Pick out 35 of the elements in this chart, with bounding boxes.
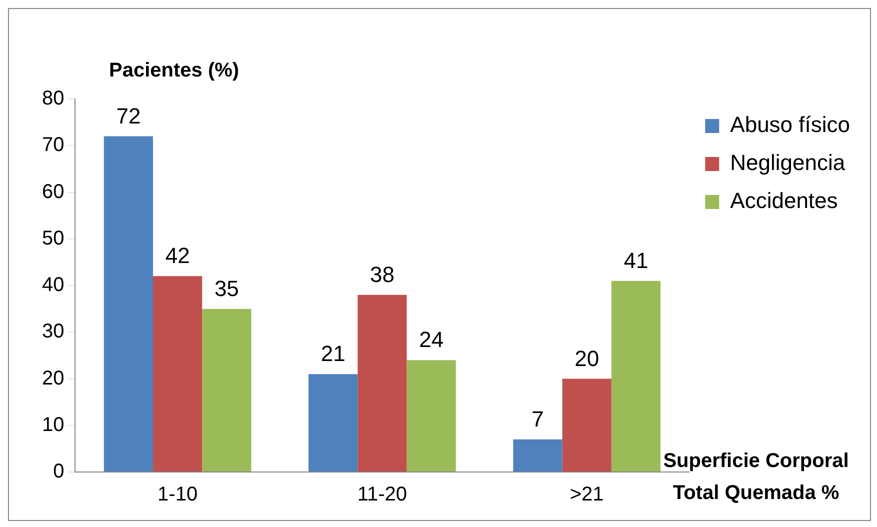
bar: [513, 439, 562, 472]
y-tick-label: 50: [42, 227, 64, 250]
y-tick-label: 70: [42, 134, 64, 156]
data-label: 20: [574, 346, 600, 371]
y-tick-label: 40: [42, 274, 64, 296]
bar: [202, 308, 252, 472]
bar: [611, 280, 661, 472]
y-tick-label: 10: [42, 414, 64, 436]
data-label: 72: [116, 103, 141, 128]
x-tick-label: >21: [570, 484, 604, 506]
y-tick-label: 60: [42, 180, 64, 203]
x-tick-label: 11-20: [357, 484, 408, 506]
bar: [104, 136, 154, 472]
bar: [153, 276, 202, 472]
data-label: 38: [370, 262, 394, 287]
data-label: 7: [532, 406, 544, 432]
x-tick-label: 1-10: [158, 484, 198, 506]
data-label: 24: [419, 327, 444, 352]
legend-label: Accidentes: [730, 188, 838, 214]
legend-label: Abuso físico: [730, 112, 850, 138]
bar: [358, 294, 407, 472]
bar: [562, 378, 612, 472]
y-tick-label: 20: [42, 367, 64, 390]
y-tick-label: 30: [42, 320, 64, 343]
data-label: 21: [320, 341, 346, 366]
y-tick-label: 0: [53, 460, 64, 483]
y-axis-title: Pacientes (%): [109, 60, 240, 82]
data-label: 41: [624, 248, 648, 273]
data-label: 42: [165, 243, 190, 268]
data-label: 35: [214, 276, 239, 301]
bar: [308, 374, 358, 472]
bar: [406, 360, 456, 472]
y-tick-label: 80: [42, 88, 64, 110]
x-axis-title: Superficie Corporal Total Quemada %: [663, 450, 849, 504]
legend-label: Negligencia: [730, 150, 846, 176]
